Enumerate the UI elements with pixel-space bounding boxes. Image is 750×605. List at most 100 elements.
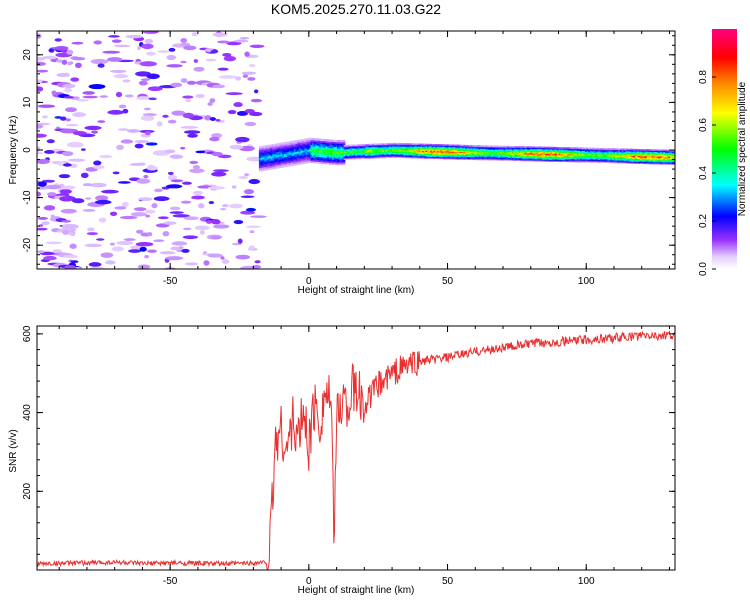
signal-cell (352, 156, 356, 159)
signal-cell (553, 152, 557, 155)
signal-cell (558, 151, 562, 154)
signal-cell (455, 148, 459, 151)
signal-cell (668, 157, 672, 159)
signal-cell (530, 154, 534, 157)
signal-cell (428, 156, 432, 158)
signal-cell (363, 145, 367, 148)
signal-cell (425, 148, 429, 151)
signal-cell (265, 166, 269, 169)
signal-cell (373, 155, 377, 157)
noise-cell (207, 102, 213, 106)
signal-cell (660, 149, 664, 152)
signal-cell (468, 152, 472, 155)
signal-cell (668, 159, 672, 161)
signal-cell (352, 150, 356, 152)
noise-cell (45, 184, 62, 190)
signal-cell (262, 153, 266, 157)
signal-cell (626, 159, 630, 161)
signal-cell (625, 151, 629, 154)
noise-cell (37, 181, 47, 187)
signal-cell (390, 150, 394, 153)
signal-cell (345, 154, 349, 156)
signal-cell (610, 161, 614, 164)
signal-cell (282, 145, 286, 148)
signal-cell (343, 151, 347, 154)
signal-cell (455, 152, 459, 154)
signal-cell (372, 156, 376, 158)
noise-cell (171, 241, 188, 246)
signal-cell (470, 152, 474, 155)
signal-cell (300, 152, 304, 155)
signal-cell (383, 152, 387, 155)
signal-cell (305, 156, 309, 159)
signal-cell (382, 149, 386, 152)
signal-cell (427, 153, 431, 155)
signal-cell (651, 158, 655, 161)
signal-cell (640, 158, 644, 161)
signal-cell (435, 153, 439, 156)
signal-cell (578, 151, 582, 153)
signal-cell (591, 152, 595, 155)
signal-cell (285, 161, 289, 164)
signal-cell (548, 153, 552, 156)
noise-cell (67, 61, 72, 66)
signal-cell (440, 152, 444, 155)
signal-cell (310, 146, 314, 149)
signal-cell (660, 151, 664, 154)
signal-cell (521, 147, 526, 149)
signal-cell (535, 151, 539, 153)
noise-cell (37, 250, 45, 254)
signal-cell (385, 152, 389, 155)
signal-cell (488, 149, 492, 151)
signal-cell (555, 160, 559, 162)
signal-cell (422, 152, 426, 154)
signal-cell (438, 150, 442, 153)
signal-cell (626, 153, 630, 156)
signal-cell (285, 148, 289, 151)
signal-cell (468, 156, 472, 159)
noise-cell (140, 115, 155, 121)
signal-cell (317, 159, 321, 162)
signal-cell (283, 142, 288, 145)
signal-cell (293, 153, 298, 156)
signal-cell (666, 153, 670, 156)
signal-cell (307, 151, 311, 154)
signal-cell (525, 146, 529, 148)
signal-cell (297, 162, 301, 165)
signal-cell (575, 151, 579, 153)
signal-cell (422, 149, 426, 151)
signal-cell (282, 150, 286, 153)
signal-cell (575, 149, 579, 151)
signal-cell (488, 156, 492, 159)
signal-cell (397, 148, 401, 151)
signal-cell (471, 148, 476, 150)
noise-cell (220, 256, 225, 260)
signal-cell (425, 145, 429, 148)
signal-cell (270, 167, 274, 170)
signal-cell (670, 153, 674, 156)
signal-cell (458, 148, 462, 151)
signal-cell (322, 138, 326, 142)
signal-cell (518, 156, 522, 159)
signal-cell (333, 157, 338, 161)
signal-cell (551, 156, 556, 158)
signal-cell (450, 156, 454, 159)
signal-cell (353, 156, 357, 159)
signal-cell (608, 161, 612, 164)
signal-cell (382, 144, 386, 146)
signal-cell (282, 148, 286, 152)
signal-cell (350, 157, 354, 160)
signal-cell (670, 158, 674, 160)
signal-cell (392, 149, 396, 152)
signal-cell (465, 154, 469, 157)
signal-cell (407, 146, 411, 148)
signal-cell (548, 158, 552, 160)
signal-cell (263, 155, 268, 158)
signal-cell (267, 154, 271, 157)
signal-cell (508, 156, 512, 158)
signal-cell (373, 153, 377, 155)
signal-cell (415, 149, 419, 151)
signal-cell (358, 147, 362, 149)
signal-cell (666, 154, 670, 157)
signal-cell (335, 162, 339, 166)
